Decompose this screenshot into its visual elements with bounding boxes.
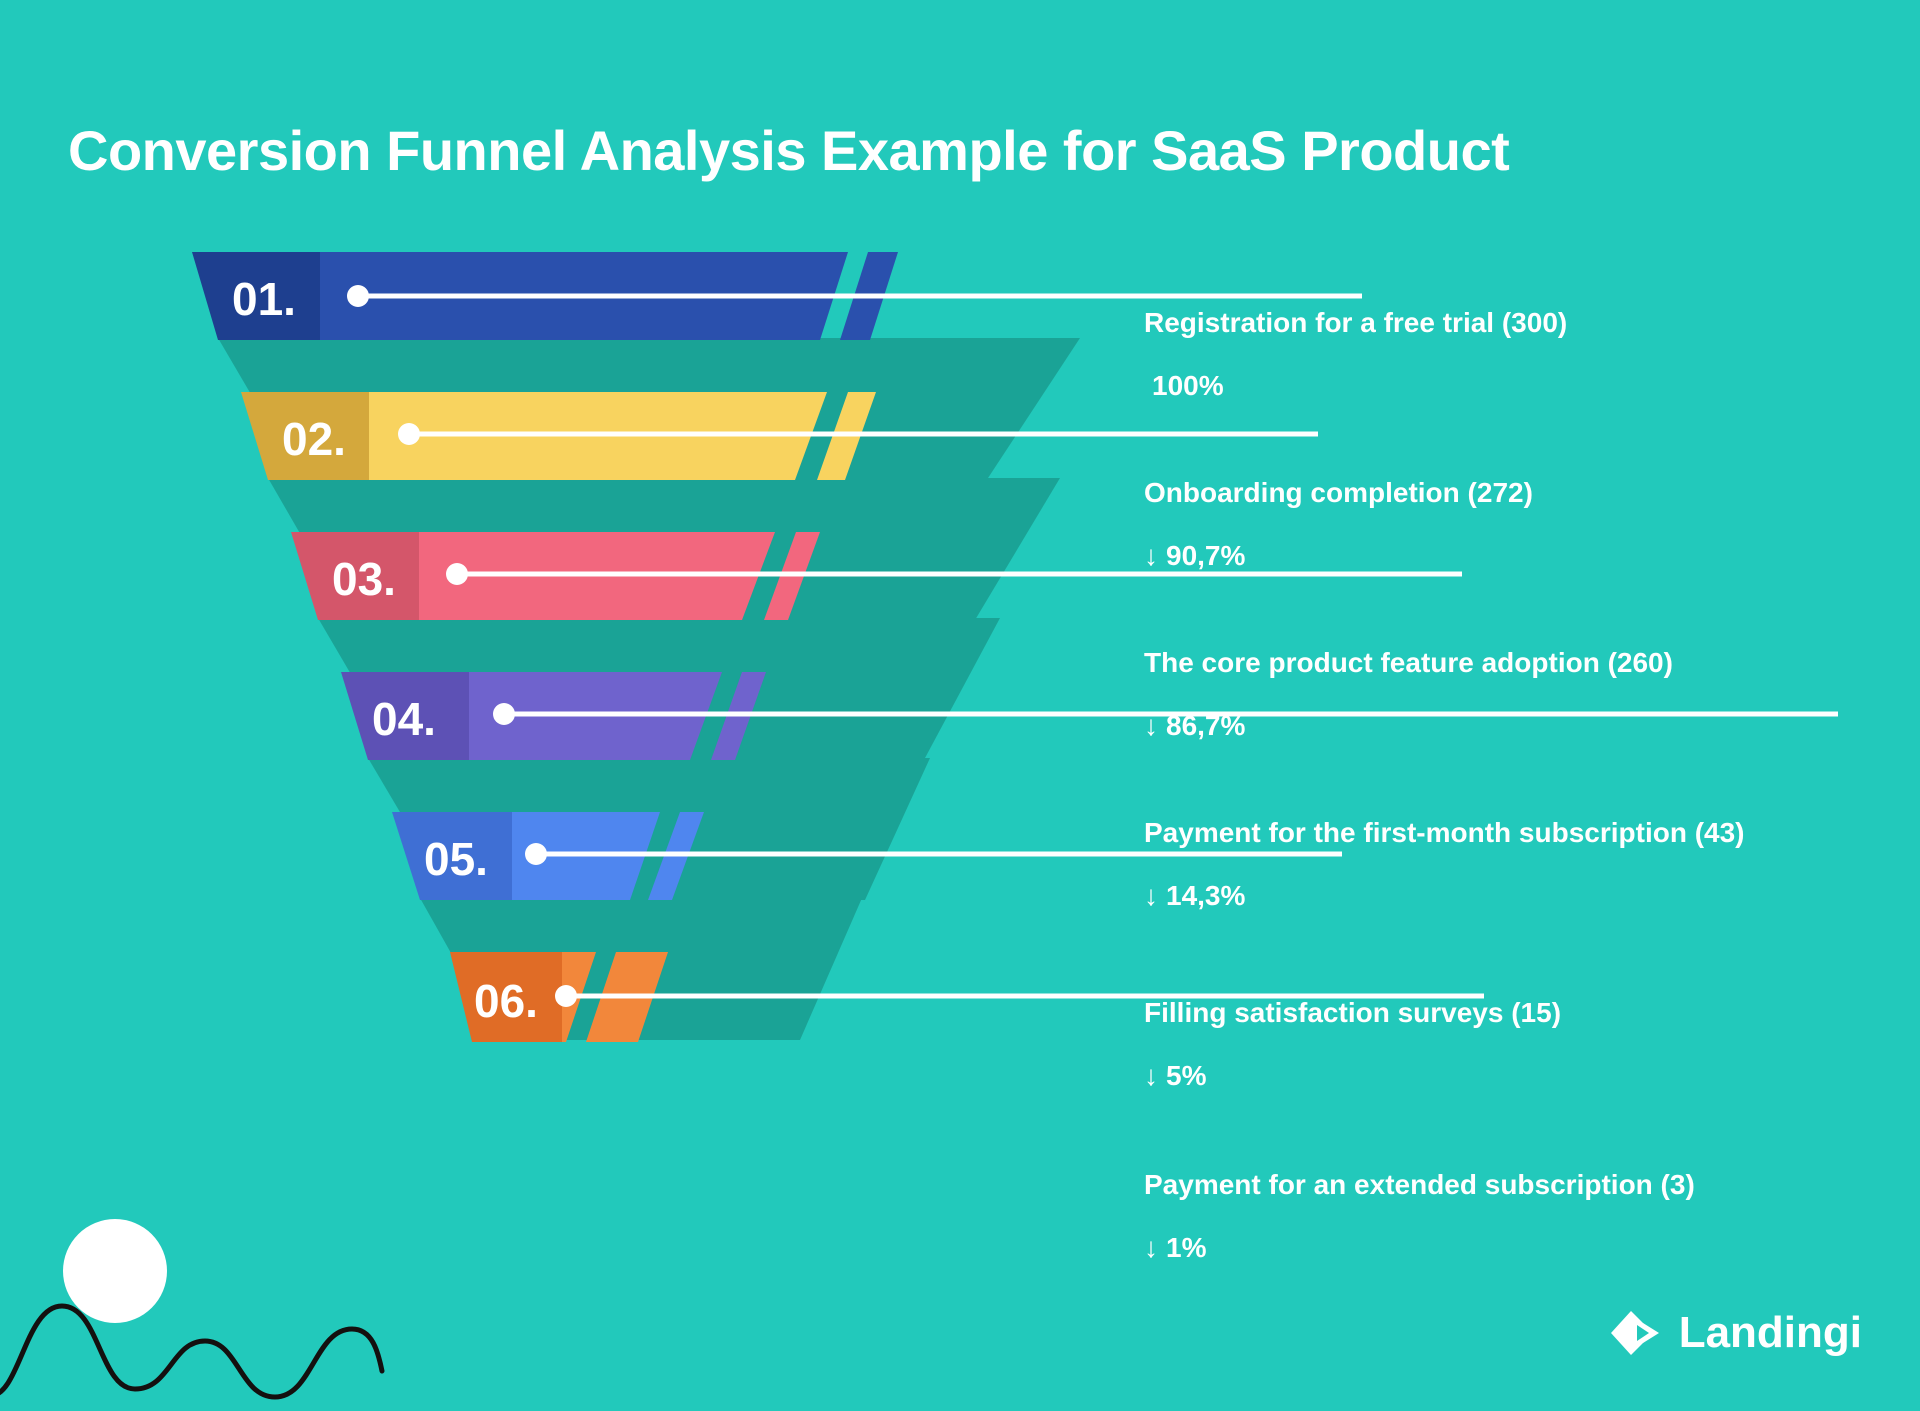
funnel-stage-1-chip (840, 252, 898, 340)
funnel-stage-5-chip (648, 812, 704, 900)
funnel-stage-5-percent-row: ↓ 5% (1144, 1059, 1561, 1092)
funnel-stage-2-number: 02. (282, 413, 346, 465)
funnel-stage-3-percent-row: ↓ 86,7% (1144, 709, 1673, 742)
funnel-stage-6-bar (562, 952, 596, 1042)
funnel-stage-3-label-block: The core product feature adoption (260) … (1144, 647, 1673, 742)
funnel-stage-4-percent-row: ↓ 14,3% (1144, 879, 1745, 912)
funnel-stage-4-number: 04. (372, 693, 436, 745)
funnel-stage-2-chip (817, 392, 876, 480)
funnel-stage-2-bar (369, 392, 827, 480)
funnel-stage-4-bar (469, 672, 722, 760)
funnel-shadow-layer (218, 338, 1080, 1040)
funnel-stage-4-chip (711, 672, 766, 760)
funnel-stage-6-dot (555, 985, 577, 1007)
funnel-stage-2-percent-row: ↓ 90,7% (1144, 539, 1533, 572)
funnel-stage-3-label: The core product feature adoption (260) (1144, 647, 1673, 678)
funnel-stage-6-percent-row: ↓ 1% (1144, 1231, 1695, 1264)
funnel-stage-3-number: 03. (332, 553, 396, 605)
funnel-stage-1-percent-row: 100% (1144, 369, 1567, 402)
funnel-stage-3-bar (419, 532, 775, 620)
funnel-stage-5-label: Filling satisfaction surveys (15) (1144, 997, 1562, 1028)
funnel-stage-6-arrow-icon: ↓ (1144, 1231, 1158, 1263)
funnel-stage-4-dot (493, 703, 515, 725)
funnel-stage-1-bar (320, 252, 848, 340)
funnel-stage-4-arrow-icon: ↓ (1144, 879, 1158, 911)
funnel-stage-6-label-block: Payment for an extended subscription (3)… (1144, 1169, 1695, 1264)
funnel-stage-5-bar (512, 812, 660, 900)
funnel-stage-3-dot (446, 563, 468, 585)
decorative-circle (63, 1219, 167, 1323)
funnel-stage-4-percent: 14,3% (1166, 879, 1246, 911)
funnel-shadow-1 (218, 338, 1080, 478)
funnel-stage-5-label-block: Filling satisfaction surveys (15) ↓ 5% (1144, 997, 1562, 1092)
funnel-stage-1-percent: 100% (1152, 369, 1224, 401)
funnel-stage-2-percent: 90,7% (1166, 539, 1246, 571)
funnel-stage-3-chip (764, 532, 820, 620)
decorative-wave-path (0, 1303, 385, 1400)
funnel-stage-2 (241, 392, 1318, 480)
landingi-logo: Landingi (1609, 1307, 1862, 1359)
page-title: Conversion Funnel Analysis Example for S… (68, 119, 1510, 182)
funnel-stage-4-label: Payment for the first-month subscription… (1144, 817, 1745, 848)
funnel-stage-2-label-block: Onboarding completion (272) ↓ 90,7% (1144, 477, 1533, 572)
funnel-stage-2-label: Onboarding completion (272) (1144, 477, 1533, 508)
funnel-stage-6-percent: 1% (1166, 1231, 1207, 1263)
decorative-wave-graphic (0, 1219, 385, 1400)
funnel-stage-1-number: 01. (232, 273, 296, 325)
funnel-stage-5-dot (525, 843, 547, 865)
landingi-diamond-icon (1610, 1311, 1659, 1355)
funnel-stage-5-number: 05. (424, 833, 488, 885)
funnel-stage-6-chip (586, 952, 668, 1042)
funnel-stage-1-label: Registration for a free trial (300) (1144, 307, 1568, 338)
funnel-stage-2-arrow-icon: ↓ (1144, 539, 1158, 571)
funnel-stage-3-percent: 86,7% (1166, 709, 1246, 741)
landingi-wordmark: Landingi (1678, 1308, 1862, 1357)
funnel-stage-6-label: Payment for an extended subscription (3) (1144, 1169, 1695, 1200)
funnel-stage-5-arrow-icon: ↓ (1144, 1059, 1158, 1091)
funnel-stage-1-label-block: Registration for a free trial (300) 100% (1144, 307, 1568, 402)
funnel-stage-1-dot (347, 285, 369, 307)
funnel-stage-3-arrow-icon: ↓ (1144, 709, 1158, 741)
funnel-stage-4-label-block: Payment for the first-month subscription… (1144, 817, 1745, 912)
funnel-stage-2-dot (398, 423, 420, 445)
funnel-stage-6-number: 06. (474, 975, 538, 1027)
funnel-stage-5-percent: 5% (1166, 1059, 1207, 1091)
